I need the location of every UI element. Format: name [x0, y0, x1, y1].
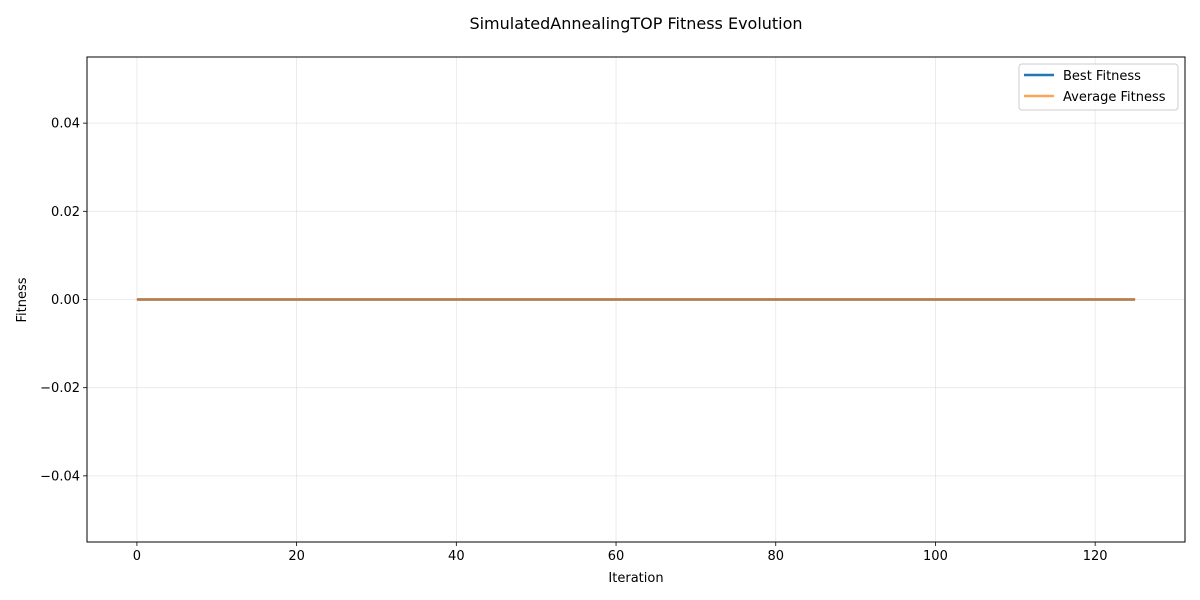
y-tick-label: −0.04 [40, 469, 80, 484]
y-tick-label: 0.02 [51, 205, 80, 220]
legend: Best Fitness Average Fitness [1018, 63, 1179, 111]
y-axis-ticks: −0.04 −0.02 0.00 0.02 0.04 [40, 117, 87, 484]
x-tick-label: 40 [448, 549, 465, 564]
x-tick-label: 100 [923, 549, 948, 564]
x-tick-label: 60 [608, 549, 625, 564]
legend-box [1018, 63, 1179, 111]
x-tick-label: 20 [288, 549, 305, 564]
chart-title: SimulatedAnnealingTOP Fitness Evolution [469, 14, 802, 33]
x-tick-label: 0 [133, 549, 141, 564]
y-tick-label: 0.00 [51, 293, 80, 308]
y-axis-label: Fitness [15, 277, 30, 322]
legend-label-average-fitness: Average Fitness [1063, 90, 1166, 105]
y-tick-label: 0.04 [51, 117, 80, 132]
x-tick-label: 120 [1083, 549, 1108, 564]
x-axis-ticks: 0 20 40 60 80 100 120 [133, 542, 1108, 564]
y-tick-label: −0.02 [40, 381, 80, 396]
x-tick-label: 80 [767, 549, 784, 564]
legend-label-best-fitness: Best Fitness [1063, 69, 1141, 84]
x-axis-label: Iteration [608, 571, 663, 586]
plot-area: 0 20 40 60 80 100 120 −0.04 −0.02 0.00 0.02 0.04 [40, 56, 1186, 564]
